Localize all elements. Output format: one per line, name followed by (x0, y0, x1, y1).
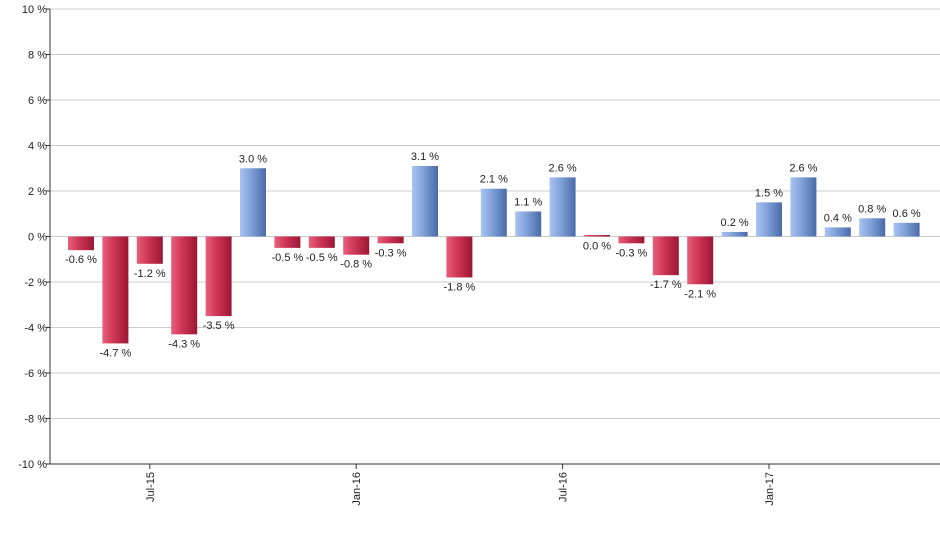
bar (446, 236, 473, 278)
data-label: 0.8 % (858, 203, 886, 215)
data-label: -3.5 % (203, 320, 235, 332)
bar (790, 177, 817, 237)
bar (824, 227, 851, 237)
y-tick-label: -6 % (24, 368, 47, 380)
x-tick-label: Jul-15 (145, 472, 157, 502)
bar (549, 177, 576, 237)
bar (893, 222, 920, 237)
y-tick-label: -4 % (24, 323, 47, 335)
bar (721, 231, 748, 237)
data-label: 3.1 % (411, 151, 439, 163)
bar (274, 236, 301, 248)
bar (171, 236, 198, 335)
bar (377, 236, 404, 244)
data-label: 1.5 % (755, 187, 783, 199)
data-label: -4.7 % (100, 347, 132, 359)
data-label: 2.6 % (789, 162, 817, 174)
data-label: -1.8 % (444, 281, 476, 293)
x-tick-labels: Jul-15 Jan-16 Jul-16 Jan-17 (145, 464, 776, 506)
bar (308, 236, 335, 248)
data-label: 0.6 % (893, 208, 921, 220)
data-label: -1.7 % (650, 279, 682, 291)
bar (240, 168, 266, 237)
data-label: 0.0 % (583, 241, 611, 253)
data-labels: -0.6 % -4.7 % -1.2 % -4.3 %-3.5 % 3.0 % -0.5 … (65, 151, 921, 359)
bar (618, 236, 645, 244)
data-label: 3.0 % (239, 153, 267, 165)
data-label: -0.3 % (616, 247, 648, 259)
bar (68, 236, 94, 251)
bar (687, 236, 714, 285)
data-label: 0.4 % (824, 212, 852, 224)
x-tick-label: Jul-16 (558, 472, 570, 502)
bar (584, 235, 610, 237)
bar (136, 236, 163, 264)
bar (205, 236, 232, 317)
bar (480, 188, 507, 237)
data-label: -0.6 % (65, 254, 97, 266)
bar (859, 218, 886, 237)
data-label: 0.2 % (721, 217, 749, 229)
data-label: -0.3 % (375, 247, 407, 259)
y-tick-label: -8 % (24, 414, 47, 426)
bars (68, 165, 920, 344)
bar (343, 236, 370, 255)
data-label: -1.2 % (134, 268, 166, 280)
bar (412, 165, 438, 237)
x-tick-label: Jan-17 (764, 472, 776, 506)
data-label: 1.1 % (514, 196, 542, 208)
data-label: 2.1 % (480, 174, 508, 186)
data-label: -2.1 % (684, 288, 716, 300)
data-label: -0.5 % (306, 252, 338, 264)
y-tick-label: 2 % (28, 186, 47, 198)
y-tick-label: -10 % (18, 459, 47, 471)
bar (652, 236, 679, 276)
y-tick-label: 0 % (28, 232, 47, 244)
y-tick-label: 6 % (28, 95, 47, 107)
bar (102, 236, 129, 344)
y-tick-labels: 10 % 8 % 6 % 4 % 2 % 0 % -2 % -4 % -6 % -8 % -10 % (18, 4, 50, 471)
y-tick-label: -2 % (24, 277, 47, 289)
data-label: -0.8 % (340, 259, 372, 271)
y-tick-label: 8 % (28, 50, 47, 62)
data-label: 2.6 % (549, 162, 577, 174)
y-tick-label: 4 % (28, 141, 47, 153)
bar (515, 211, 542, 237)
x-tick-label: Jan-16 (351, 472, 363, 506)
bar (756, 202, 782, 237)
data-label: -4.3 % (168, 338, 200, 350)
y-tick-label: 10 % (22, 4, 47, 16)
data-label: -0.5 % (272, 252, 304, 264)
